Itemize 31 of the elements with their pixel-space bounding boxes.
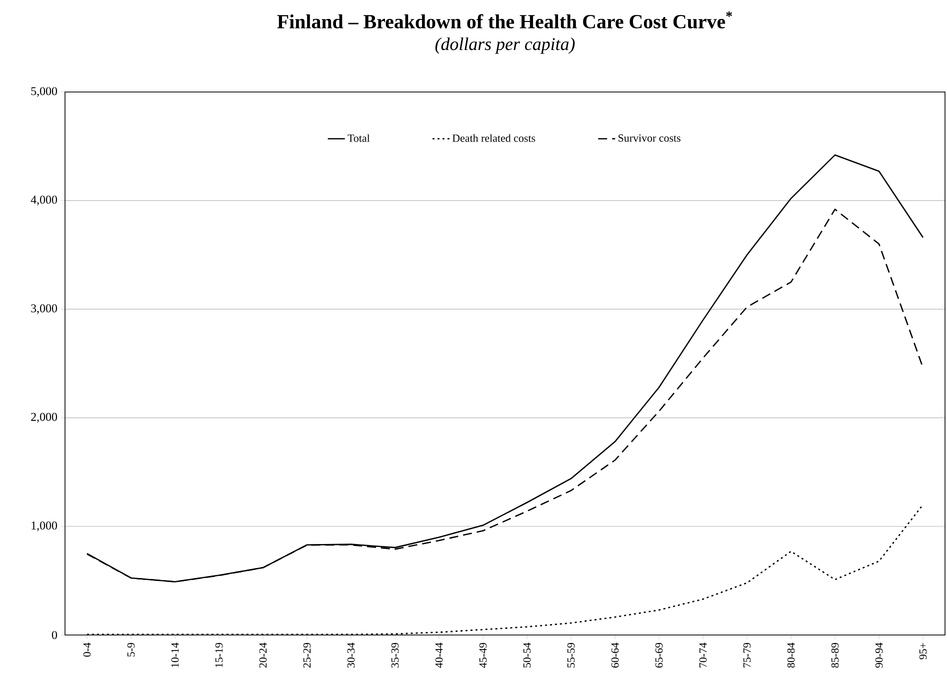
x-tick-label: 10-14 xyxy=(171,642,179,668)
y-tick-label: 2,000 xyxy=(31,412,58,423)
x-tick-label: 80-84 xyxy=(787,642,795,668)
chart-subtitle: (dollars per capita) xyxy=(435,38,575,54)
legend-label: Death related costs xyxy=(452,134,536,142)
x-tick-label: 50-54 xyxy=(523,642,531,668)
x-tick-label: 65-69 xyxy=(655,642,663,668)
x-tick-label: 15-19 xyxy=(215,642,223,668)
y-tick-label: 4,000 xyxy=(30,196,58,206)
y-tick-label: 1,000 xyxy=(32,521,58,532)
chart-title: Finland – Breakdown of the Health Care Cost Curve$^{*}$ xyxy=(277,12,732,28)
x-tick-label: 75-79 xyxy=(743,642,751,668)
legend-label: Total xyxy=(348,134,370,142)
y-tick-label: 5,000 xyxy=(31,87,58,97)
y-tick-label: 3,000 xyxy=(31,304,58,314)
legend-label: Survivor costs xyxy=(618,134,680,142)
x-tick-label: 40-44 xyxy=(435,642,443,668)
x-tick-label: 0-4 xyxy=(83,642,91,657)
y-tick-label: 0 xyxy=(52,630,58,640)
x-tick-label: 5-9 xyxy=(127,642,135,656)
x-tick-label: 20-24 xyxy=(259,642,267,668)
x-tick-label: 55-59 xyxy=(567,642,575,668)
x-tick-label: 35-39 xyxy=(391,642,399,668)
x-tick-label: 90-94 xyxy=(875,642,883,668)
x-tick-label: 25-29 xyxy=(303,642,311,668)
x-tick-label: 85-89 xyxy=(831,642,839,668)
x-tick-label: 30-34 xyxy=(347,642,355,668)
x-tick-label: 95+ xyxy=(919,643,927,660)
x-tick-label: 45-49 xyxy=(479,642,487,668)
x-tick-label: 70-74 xyxy=(699,642,707,668)
x-tick-label: 60-64 xyxy=(611,642,619,668)
